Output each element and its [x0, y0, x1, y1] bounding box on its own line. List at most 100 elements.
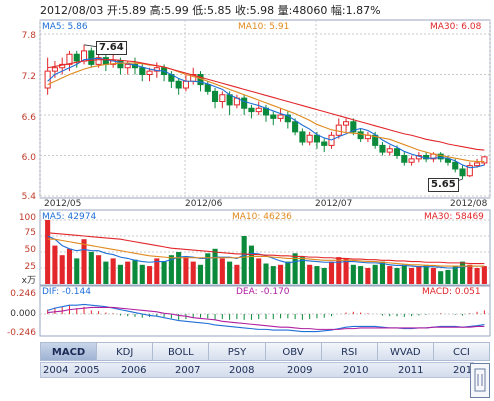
candle-body	[51, 67, 58, 72]
volume-bar	[445, 269, 451, 284]
candle-body	[102, 57, 109, 65]
candle-body	[270, 114, 277, 119]
macd-ytick: -0.246	[6, 328, 36, 338]
volume-bar	[74, 258, 80, 284]
ohlc-summary: 2012/08/03 开:5.89 高:5.99 低:5.85 收:5.98 量…	[40, 4, 381, 17]
candle-body	[343, 121, 350, 126]
volume-bar	[372, 264, 378, 284]
price-ma10-label: MA10: 5.91	[238, 22, 290, 32]
volume-bar	[401, 264, 407, 284]
candle-body	[226, 94, 233, 106]
volume-bar	[409, 268, 415, 284]
tab-rsi[interactable]: RSI	[321, 342, 378, 361]
volume-bar	[139, 264, 145, 284]
volume-bar	[285, 261, 291, 284]
tab-obv[interactable]: OBV	[265, 342, 322, 361]
volume-bar	[481, 266, 487, 284]
macd-ytick: 0.246	[10, 289, 36, 299]
macd-dif-label: DIF: -0.144	[42, 287, 91, 297]
volume-bar	[241, 236, 247, 284]
volume-bar	[314, 266, 320, 284]
tab-boll[interactable]: BOLL	[153, 342, 210, 361]
candle-body	[204, 84, 211, 92]
tab-wvad[interactable]: WVAD	[377, 342, 434, 361]
volume-bar	[299, 257, 305, 284]
price-ytick: 5.4	[21, 192, 36, 202]
volume-bar	[117, 264, 123, 284]
volume-bar	[81, 239, 87, 284]
price-xtick: 2012/05	[44, 199, 82, 209]
candle-body	[401, 155, 408, 163]
timeline-range-handle[interactable]	[470, 363, 490, 398]
candle-body	[124, 63, 131, 69]
volume-bar	[168, 255, 174, 284]
candle-body	[88, 50, 95, 65]
price-ma30-label: MA30: 6.08	[430, 22, 482, 32]
volume-bar	[248, 245, 254, 284]
volume-ytick: 25	[24, 262, 36, 272]
price-ma5-label: MA5: 5.86	[42, 22, 88, 32]
volume-bar	[183, 257, 189, 284]
candle-body	[335, 124, 342, 136]
candle-body	[146, 70, 153, 75]
candle-body	[139, 67, 146, 75]
tab-psy[interactable]: PSY	[209, 342, 266, 361]
candle-body	[350, 121, 357, 133]
candle-body	[459, 168, 466, 177]
candle-body	[277, 114, 284, 119]
volume-ma30-line	[47, 232, 485, 265]
volume-bar	[321, 268, 327, 284]
volume-bar	[234, 264, 240, 284]
volume-bar	[474, 268, 480, 284]
volume-bar	[423, 264, 429, 284]
volume-bar	[430, 268, 436, 284]
volume-bar	[88, 252, 94, 284]
volume-bar	[190, 261, 196, 284]
candle-body	[393, 148, 401, 156]
candle-body	[241, 97, 248, 109]
volume-bar	[416, 266, 422, 284]
volume-bar	[292, 253, 298, 284]
volume-bar	[161, 261, 167, 284]
price-xtick: 2012/07	[315, 199, 353, 209]
tab-kdj[interactable]: KDJ	[97, 342, 154, 361]
volume-bar	[387, 266, 393, 284]
timeline-slider[interactable]: 2004 2005 2006 2007 2008 2009 2010 2011 …	[40, 362, 478, 378]
volume-bar	[438, 271, 444, 284]
volume-bar	[219, 258, 225, 284]
candle-body	[452, 161, 459, 170]
candle-body	[379, 144, 386, 153]
timeline-year: 2007	[175, 365, 201, 376]
volume-ma10-line	[47, 238, 485, 267]
macd-dea-label: DEA: -0.170	[236, 287, 290, 297]
volume-bar	[307, 264, 313, 284]
timeline-year: 2011	[398, 365, 424, 376]
volume-bar	[146, 266, 153, 284]
candle-body	[292, 121, 299, 133]
candle-body	[95, 57, 102, 65]
volume-bar	[197, 264, 204, 284]
volume-bar	[154, 258, 160, 284]
volume-bar	[256, 258, 262, 284]
volume-ma10-label: MA10: 46236	[232, 212, 292, 222]
volume-bar	[176, 252, 182, 284]
price-ytick: 7.2	[21, 72, 36, 82]
volume-bar	[205, 253, 211, 284]
candle-body	[66, 53, 73, 65]
timeline-year: 2006	[121, 365, 147, 376]
volume-bar	[212, 248, 218, 284]
volume-ma5-line	[47, 235, 485, 269]
drag-handle-icon	[474, 368, 486, 392]
candle-body	[219, 94, 226, 102]
volume-bar	[125, 261, 131, 284]
candle-body	[466, 165, 473, 177]
volume-bar	[328, 261, 335, 284]
tab-cci[interactable]: CCI	[433, 342, 490, 361]
timeline-year: 2008	[229, 365, 255, 376]
volume-bar	[336, 257, 342, 284]
volume-bar	[110, 258, 116, 284]
tab-macd[interactable]: MACD	[40, 342, 98, 361]
price-ytick: 7.8	[21, 31, 36, 41]
price-ma10-line	[47, 62, 485, 163]
candle-body	[212, 90, 219, 102]
